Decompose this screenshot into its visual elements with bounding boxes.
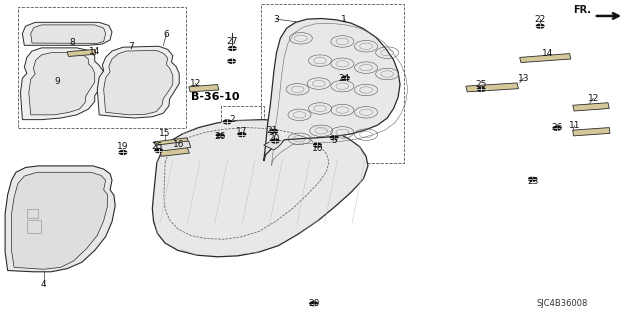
Text: 20: 20 xyxy=(308,299,319,308)
Polygon shape xyxy=(152,120,368,257)
Polygon shape xyxy=(573,103,609,111)
Circle shape xyxy=(270,130,278,133)
Text: 23: 23 xyxy=(527,177,539,186)
Text: FR.: FR. xyxy=(573,5,591,15)
Polygon shape xyxy=(160,147,189,156)
Text: 24: 24 xyxy=(339,74,350,83)
Text: 17: 17 xyxy=(236,127,248,136)
Text: 27: 27 xyxy=(227,37,238,46)
Circle shape xyxy=(223,120,231,124)
Polygon shape xyxy=(189,85,219,92)
Bar xyxy=(27,209,38,218)
Polygon shape xyxy=(154,138,189,147)
Polygon shape xyxy=(67,49,96,56)
Circle shape xyxy=(330,136,338,140)
Polygon shape xyxy=(466,83,518,92)
Polygon shape xyxy=(97,46,179,118)
Circle shape xyxy=(238,133,246,137)
Polygon shape xyxy=(31,25,106,43)
Text: 11: 11 xyxy=(569,121,580,130)
Text: 25: 25 xyxy=(152,142,163,151)
Polygon shape xyxy=(573,128,610,136)
Polygon shape xyxy=(20,48,104,120)
Text: 7: 7 xyxy=(129,42,134,51)
Polygon shape xyxy=(22,22,112,45)
Circle shape xyxy=(271,139,279,143)
Circle shape xyxy=(216,134,224,137)
Circle shape xyxy=(155,149,163,152)
Text: 8: 8 xyxy=(70,38,75,47)
Text: 20: 20 xyxy=(268,134,280,143)
Text: 3: 3 xyxy=(274,15,279,24)
Text: 25: 25 xyxy=(476,80,487,89)
Circle shape xyxy=(228,47,236,50)
Polygon shape xyxy=(29,53,95,115)
Text: SJC4B36008: SJC4B36008 xyxy=(536,299,588,308)
Text: 6: 6 xyxy=(164,30,169,39)
Circle shape xyxy=(477,87,485,91)
Polygon shape xyxy=(264,139,283,150)
Circle shape xyxy=(553,126,561,130)
Polygon shape xyxy=(5,166,115,272)
Bar xyxy=(261,4,404,163)
Polygon shape xyxy=(104,50,173,115)
Text: 5: 5 xyxy=(332,137,337,145)
Text: 21: 21 xyxy=(266,126,278,135)
Circle shape xyxy=(228,59,236,63)
Circle shape xyxy=(310,302,317,306)
Circle shape xyxy=(119,151,127,154)
Text: 14: 14 xyxy=(541,49,553,58)
Text: 12: 12 xyxy=(189,79,201,88)
Polygon shape xyxy=(157,141,191,152)
Text: 22: 22 xyxy=(534,15,546,24)
Circle shape xyxy=(314,143,321,147)
Bar xyxy=(221,106,264,131)
Circle shape xyxy=(342,76,349,80)
Circle shape xyxy=(536,24,544,28)
Text: 19: 19 xyxy=(117,142,129,151)
Text: 9: 9 xyxy=(55,77,60,86)
Text: 15: 15 xyxy=(159,130,171,138)
Text: 12: 12 xyxy=(588,94,599,103)
Polygon shape xyxy=(520,54,571,63)
Text: 26: 26 xyxy=(214,132,226,141)
Text: B-36-10: B-36-10 xyxy=(191,92,239,102)
Text: 2: 2 xyxy=(230,115,235,124)
Text: 10: 10 xyxy=(312,145,323,153)
Bar xyxy=(27,220,41,233)
Text: 26: 26 xyxy=(551,123,563,132)
Text: 14: 14 xyxy=(89,47,100,56)
Circle shape xyxy=(529,177,536,181)
Polygon shape xyxy=(264,19,400,161)
Text: 13: 13 xyxy=(518,74,529,83)
Text: 16: 16 xyxy=(173,140,185,149)
Polygon shape xyxy=(12,172,108,269)
Text: 1: 1 xyxy=(342,15,347,24)
Bar xyxy=(18,7,186,128)
Text: 4: 4 xyxy=(41,280,46,289)
